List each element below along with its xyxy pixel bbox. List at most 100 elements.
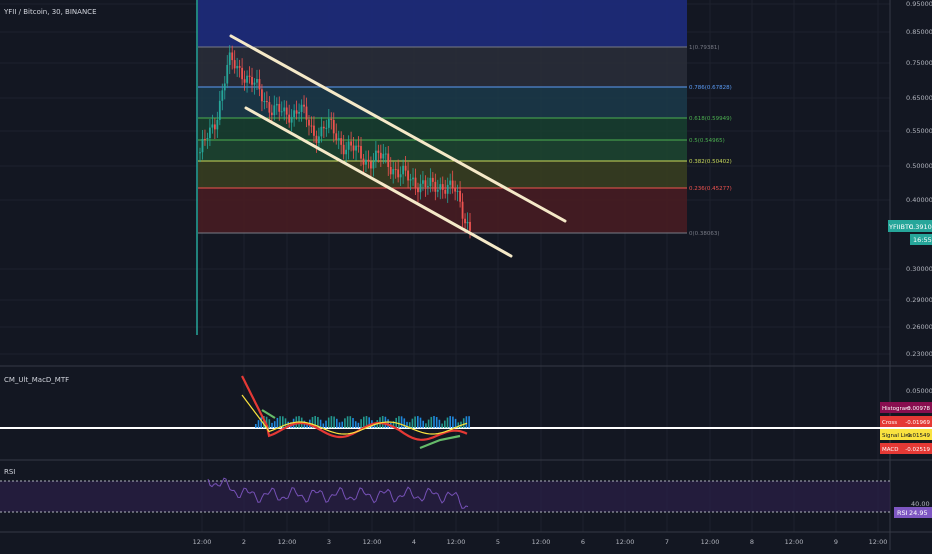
macd-tag-value: -0.01969 xyxy=(905,420,930,426)
macd-histogram-bar xyxy=(352,417,354,428)
price-tick: 0.85000 xyxy=(906,28,932,36)
price-tick: 0.29000 xyxy=(906,296,932,304)
candle-body xyxy=(407,170,409,181)
macd-histogram-bar xyxy=(446,417,449,428)
candle-body xyxy=(409,179,412,181)
channel-lines[interactable] xyxy=(229,34,567,258)
fib-level-label: 0.5(0.54965) xyxy=(689,138,725,144)
time-tick: 12:00 xyxy=(701,538,720,546)
candle-body xyxy=(243,79,246,83)
macd-histogram-bar xyxy=(255,424,257,428)
rsi-plot xyxy=(207,477,469,509)
candle-body xyxy=(288,114,291,123)
macd-histogram-bar xyxy=(414,416,416,428)
candle-body xyxy=(464,218,466,224)
macd-histogram-bar xyxy=(457,422,460,428)
macd-tag-label: MACD xyxy=(882,447,899,453)
time-axis[interactable]: 12:00 2 12:00 3 12:00 4 12:00 5 12:00 6 12:00 7 12:0… xyxy=(193,538,888,546)
candle-body xyxy=(273,105,276,116)
time-tick: 12:00 xyxy=(785,538,804,546)
candle-body xyxy=(285,107,288,115)
macd-tag-bg xyxy=(880,429,932,440)
candle-body xyxy=(357,145,360,147)
candle-body xyxy=(248,75,251,77)
time-tick: 9 xyxy=(834,538,838,546)
candle-body xyxy=(322,126,325,129)
macd-histogram-bar xyxy=(403,418,406,428)
macd-histogram-bar xyxy=(435,417,438,428)
candle-body xyxy=(216,119,219,130)
macd-histogram-bar xyxy=(336,418,338,428)
candle-body xyxy=(429,177,432,187)
rsi-tag-value: 24.95 xyxy=(909,509,928,517)
macd-axis-tick: 0.05000 xyxy=(906,387,932,395)
candle-body xyxy=(446,184,449,194)
candle-body xyxy=(263,101,266,103)
candle-body xyxy=(382,153,385,159)
candle-body xyxy=(268,102,271,113)
candle-body xyxy=(246,75,248,83)
time-tick: 12:00 xyxy=(447,538,466,546)
rsi-tag-text: RSI xyxy=(897,509,908,517)
macd-tags: Histogram-0.00978 Cross -0.01969 Signal Lin… xyxy=(880,402,932,454)
macd-histogram-bar xyxy=(265,416,268,428)
macd-histogram-bar xyxy=(311,416,314,428)
price-axis[interactable]: 0.95000 0.85000 0.75000 0.65000 0.55000 0.500… xyxy=(906,0,932,358)
candle-body xyxy=(280,111,283,113)
candle-body xyxy=(253,82,256,85)
macd-histogram-bar xyxy=(417,416,419,428)
macd-tag-value: -0.01549 xyxy=(905,433,930,439)
macd-histogram-bar xyxy=(438,419,441,428)
time-tick: 8 xyxy=(750,538,754,546)
macd-histogram-bar xyxy=(354,421,357,428)
candle-body xyxy=(231,52,234,61)
macd-line-up-segment xyxy=(419,434,461,450)
candle-body xyxy=(459,190,461,202)
candle-body xyxy=(228,52,231,65)
macd-histogram-bar xyxy=(360,419,362,428)
macd-histogram-bar xyxy=(349,416,352,428)
candle-body xyxy=(298,111,300,114)
macd-histogram-bar xyxy=(276,417,279,428)
candle-body xyxy=(414,177,417,188)
candle-body xyxy=(303,104,305,107)
macd-histogram-bar xyxy=(282,416,284,428)
candle-body xyxy=(327,118,330,128)
macd-histogram-bar xyxy=(422,420,424,428)
macd-histogram-bar xyxy=(271,422,273,428)
candle-body xyxy=(461,201,464,219)
candle-body xyxy=(419,183,422,193)
macd-histogram-bar xyxy=(398,416,400,428)
macd-histogram-bar xyxy=(319,419,322,428)
time-tick: 12:00 xyxy=(616,538,635,546)
macd-histogram-bar xyxy=(322,423,325,428)
macd-histogram-bar xyxy=(430,416,433,428)
candle-body xyxy=(370,161,372,169)
macd-title: CM_Ult_MacD_MTF xyxy=(4,376,69,384)
candle-body xyxy=(434,181,437,192)
macd-histogram-bar xyxy=(427,419,430,428)
candle-body xyxy=(340,138,343,145)
fib-level-label: 0.786(0.67828) xyxy=(689,85,732,91)
macd-histogram-bar xyxy=(260,417,262,428)
macd-tag-label: Cross xyxy=(882,420,897,426)
macd-histogram-bar xyxy=(419,417,422,428)
time-tick: 6 xyxy=(581,538,585,546)
candles xyxy=(199,45,471,239)
candle-body xyxy=(367,159,370,162)
candle-body xyxy=(469,221,471,231)
rsi-axis-tick: 40.00 xyxy=(911,500,930,508)
macd-histogram-bar xyxy=(317,416,319,428)
candle-body xyxy=(362,158,365,165)
candle-body xyxy=(350,141,353,146)
candle-body xyxy=(347,141,350,150)
time-tick: 12:00 xyxy=(869,538,888,546)
candle-body xyxy=(441,184,444,190)
candle-body xyxy=(332,120,335,134)
candle-body xyxy=(389,166,392,175)
candle-body xyxy=(431,177,434,182)
last-price-symbol: YFIIBTC xyxy=(888,223,914,231)
macd-histogram-bar xyxy=(406,421,408,428)
